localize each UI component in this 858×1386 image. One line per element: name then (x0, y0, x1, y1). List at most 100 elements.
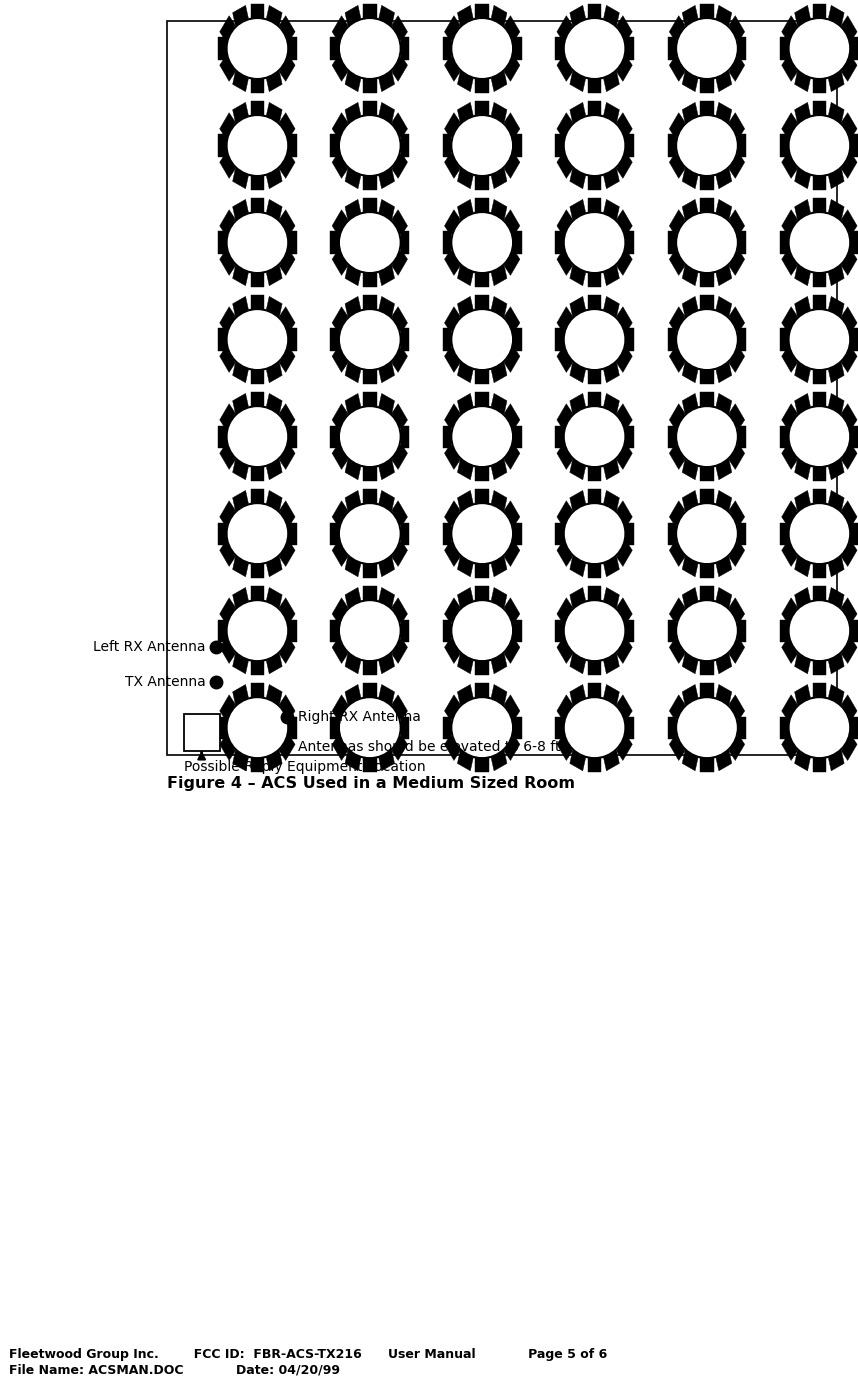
Polygon shape (491, 168, 507, 188)
Polygon shape (850, 328, 858, 351)
Polygon shape (220, 209, 235, 236)
Polygon shape (218, 134, 227, 157)
Polygon shape (392, 500, 408, 527)
Polygon shape (716, 297, 732, 317)
Polygon shape (603, 265, 619, 286)
Polygon shape (332, 597, 347, 624)
Polygon shape (363, 273, 377, 287)
Polygon shape (266, 297, 282, 317)
Polygon shape (233, 394, 249, 414)
Polygon shape (570, 71, 586, 91)
Ellipse shape (564, 697, 625, 758)
Polygon shape (401, 426, 409, 448)
Polygon shape (729, 541, 745, 567)
Polygon shape (617, 249, 632, 276)
Polygon shape (220, 541, 235, 567)
Polygon shape (782, 444, 797, 470)
Polygon shape (233, 103, 249, 123)
Polygon shape (780, 523, 789, 545)
Polygon shape (813, 176, 826, 190)
Polygon shape (716, 750, 732, 771)
Polygon shape (280, 500, 295, 527)
Text: Possible Reply Equipment Location: Possible Reply Equipment Location (184, 760, 426, 773)
Polygon shape (457, 362, 474, 383)
Polygon shape (220, 403, 235, 430)
Polygon shape (716, 168, 732, 188)
Polygon shape (505, 735, 520, 761)
Polygon shape (220, 152, 235, 179)
Polygon shape (330, 231, 339, 254)
Ellipse shape (227, 600, 288, 661)
Polygon shape (491, 6, 507, 26)
Polygon shape (795, 6, 811, 26)
Polygon shape (218, 231, 227, 254)
Polygon shape (738, 328, 746, 351)
Polygon shape (220, 444, 235, 470)
Polygon shape (570, 588, 586, 608)
Polygon shape (842, 500, 857, 527)
Polygon shape (378, 459, 395, 480)
Polygon shape (682, 653, 698, 674)
Polygon shape (330, 523, 339, 545)
Polygon shape (842, 541, 857, 567)
Polygon shape (782, 735, 797, 761)
Polygon shape (828, 459, 844, 480)
Polygon shape (557, 638, 572, 664)
Polygon shape (491, 556, 507, 577)
Polygon shape (332, 112, 347, 139)
Polygon shape (738, 620, 746, 642)
Polygon shape (588, 273, 601, 287)
Polygon shape (588, 370, 601, 384)
Polygon shape (828, 200, 844, 220)
Polygon shape (491, 685, 507, 705)
Polygon shape (682, 265, 698, 286)
Polygon shape (280, 694, 295, 721)
Polygon shape (443, 717, 451, 739)
Polygon shape (603, 394, 619, 414)
Polygon shape (513, 717, 522, 739)
Polygon shape (251, 4, 264, 18)
Text: Fleetwood Group Inc.        FCC ID:  FBR-ACS-TX216      User Manual            P: Fleetwood Group Inc. FCC ID: FBR-ACS-TX2… (9, 1349, 607, 1361)
Polygon shape (603, 103, 619, 123)
Polygon shape (828, 394, 844, 414)
Text: Right RX Antenna: Right RX Antenna (298, 710, 420, 723)
Polygon shape (813, 198, 826, 212)
Polygon shape (332, 209, 347, 236)
Polygon shape (617, 209, 632, 236)
Polygon shape (716, 394, 732, 414)
Polygon shape (378, 750, 395, 771)
Polygon shape (668, 717, 676, 739)
Polygon shape (813, 4, 826, 18)
Polygon shape (491, 103, 507, 123)
Polygon shape (251, 586, 264, 600)
Polygon shape (288, 231, 297, 254)
Polygon shape (475, 198, 489, 212)
Polygon shape (233, 200, 249, 220)
Polygon shape (363, 4, 377, 18)
Polygon shape (345, 168, 361, 188)
Polygon shape (457, 750, 474, 771)
Polygon shape (795, 394, 811, 414)
Polygon shape (392, 444, 408, 470)
Polygon shape (813, 586, 826, 600)
Polygon shape (401, 620, 409, 642)
Polygon shape (828, 6, 844, 26)
Ellipse shape (339, 406, 401, 467)
Polygon shape (716, 362, 732, 383)
Polygon shape (700, 295, 714, 309)
Polygon shape (505, 444, 520, 470)
Polygon shape (603, 200, 619, 220)
Polygon shape (617, 541, 632, 567)
Polygon shape (251, 758, 264, 772)
Ellipse shape (339, 309, 401, 370)
Polygon shape (850, 231, 858, 254)
Polygon shape (842, 403, 857, 430)
Polygon shape (700, 198, 714, 212)
Polygon shape (603, 297, 619, 317)
Polygon shape (266, 685, 282, 705)
Polygon shape (505, 112, 520, 139)
Polygon shape (557, 152, 572, 179)
Polygon shape (795, 103, 811, 123)
Polygon shape (218, 717, 227, 739)
Polygon shape (738, 134, 746, 157)
